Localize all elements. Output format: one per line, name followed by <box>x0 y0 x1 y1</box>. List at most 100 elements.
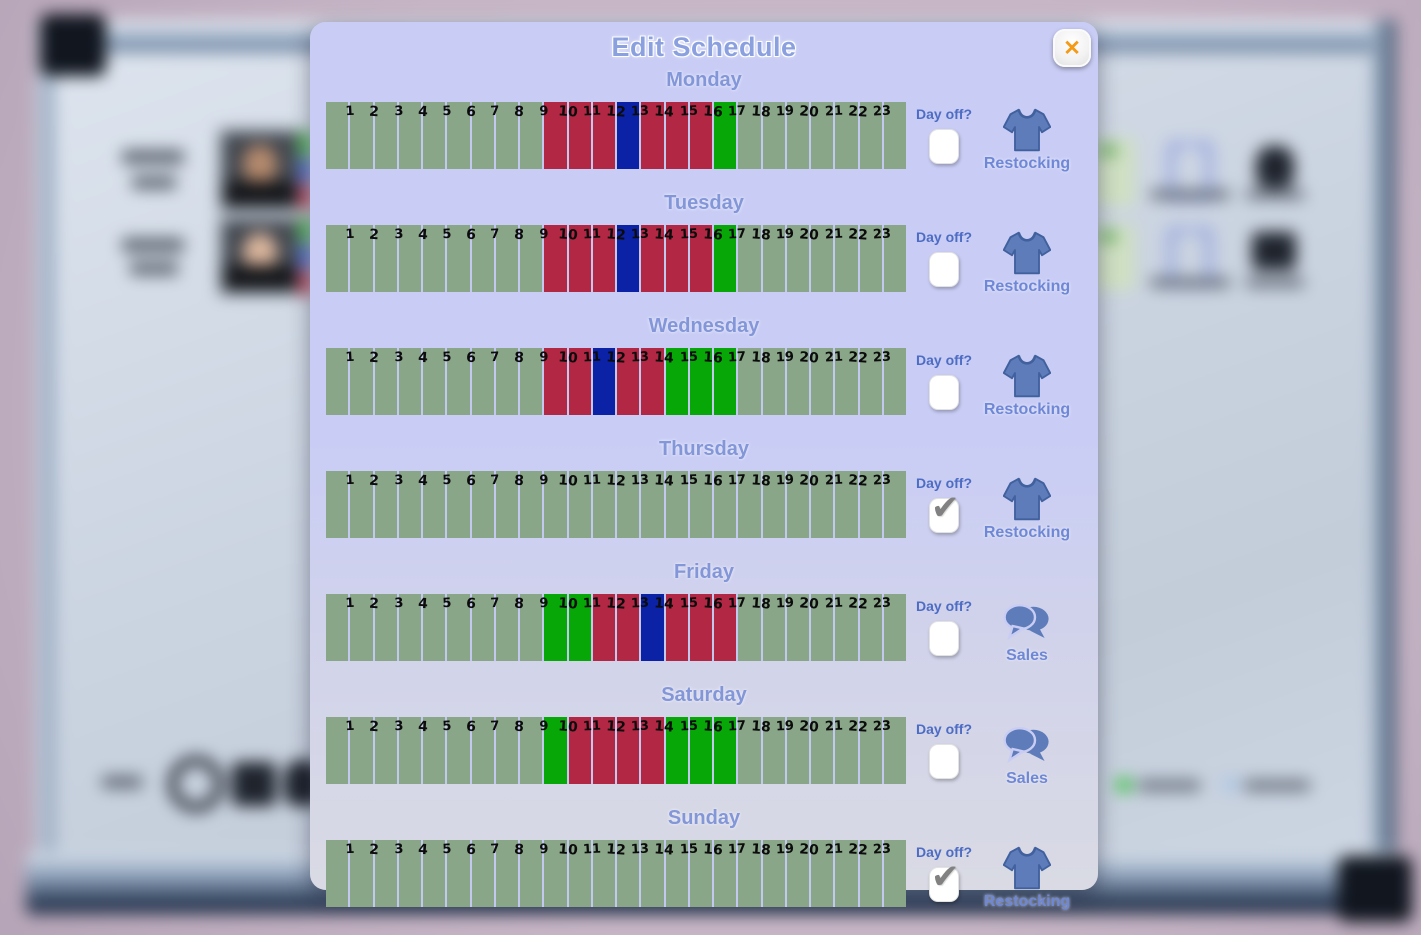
hour-segment[interactable] <box>423 348 446 415</box>
hour-segment[interactable] <box>568 717 591 784</box>
hour-segment[interactable] <box>398 225 421 292</box>
hour-segment[interactable] <box>835 471 858 538</box>
hour-segment[interactable] <box>471 471 494 538</box>
hour-segment[interactable] <box>883 102 906 169</box>
hour-segment[interactable] <box>423 102 446 169</box>
hour-segment[interactable] <box>714 594 737 661</box>
hour-segment[interactable] <box>835 840 858 907</box>
hour-segment[interactable] <box>374 840 397 907</box>
hour-segment[interactable] <box>592 717 615 784</box>
tshirt-icon[interactable] <box>1003 845 1051 891</box>
hour-segment[interactable] <box>374 102 397 169</box>
hour-segment[interactable] <box>520 225 543 292</box>
hour-segment[interactable] <box>544 225 567 292</box>
hour-segment[interactable] <box>665 348 688 415</box>
hour-segment[interactable] <box>641 717 664 784</box>
hour-segment[interactable] <box>568 840 591 907</box>
hour-segment[interactable] <box>520 594 543 661</box>
hour-segment[interactable] <box>495 102 518 169</box>
hour-segment[interactable] <box>786 717 809 784</box>
hour-segment[interactable] <box>738 471 761 538</box>
hour-segment[interactable] <box>350 102 373 169</box>
hour-segment[interactable] <box>495 471 518 538</box>
hour-segment[interactable] <box>326 102 349 169</box>
hour-segment[interactable] <box>859 471 882 538</box>
hour-segment[interactable] <box>326 840 349 907</box>
hour-segment[interactable] <box>617 840 640 907</box>
hour-segment[interactable] <box>714 225 737 292</box>
hour-segment[interactable] <box>641 102 664 169</box>
day-off-checkbox[interactable]: ✔ <box>929 621 959 656</box>
hour-segment[interactable] <box>762 225 785 292</box>
hour-segment[interactable] <box>762 348 785 415</box>
hour-segment[interactable] <box>398 717 421 784</box>
hour-segment[interactable] <box>544 348 567 415</box>
hour-segment[interactable] <box>835 102 858 169</box>
day-off-checkbox[interactable]: ✔ <box>929 375 959 410</box>
tshirt-icon[interactable] <box>1003 353 1051 399</box>
hour-segment[interactable] <box>398 471 421 538</box>
hour-segment[interactable] <box>568 594 591 661</box>
hour-segment[interactable] <box>689 594 712 661</box>
hour-segment[interactable] <box>592 840 615 907</box>
hour-segment[interactable] <box>326 348 349 415</box>
hour-segment[interactable] <box>592 594 615 661</box>
hour-segment[interactable] <box>689 471 712 538</box>
hour-segment[interactable] <box>447 594 470 661</box>
hour-segment[interactable] <box>447 225 470 292</box>
hour-segment[interactable] <box>665 102 688 169</box>
day-off-checkbox[interactable]: ✔ <box>929 489 960 533</box>
hour-segment[interactable] <box>786 840 809 907</box>
hour-segment[interactable] <box>350 717 373 784</box>
hour-segment[interactable] <box>689 840 712 907</box>
hour-segment[interactable] <box>495 225 518 292</box>
hour-segment[interactable] <box>544 717 567 784</box>
hour-segment[interactable] <box>471 102 494 169</box>
hour-segment[interactable] <box>689 225 712 292</box>
hour-segment[interactable] <box>811 840 834 907</box>
hour-segment[interactable] <box>447 840 470 907</box>
hour-segment[interactable] <box>859 717 882 784</box>
hour-segment[interactable] <box>447 471 470 538</box>
hour-segment[interactable] <box>859 594 882 661</box>
hour-segment[interactable] <box>592 348 615 415</box>
day-off-checkbox[interactable]: ✔ <box>929 744 959 779</box>
close-button[interactable]: ✕ <box>1053 29 1091 67</box>
hour-segment[interactable] <box>326 225 349 292</box>
hour-segment[interactable] <box>374 225 397 292</box>
tshirt-icon[interactable] <box>1003 230 1051 276</box>
hour-segment[interactable] <box>738 717 761 784</box>
hour-segment[interactable] <box>495 717 518 784</box>
hour-segment[interactable] <box>398 348 421 415</box>
hour-segment[interactable] <box>738 348 761 415</box>
hour-segment[interactable] <box>883 840 906 907</box>
hour-segment[interactable] <box>471 348 494 415</box>
hour-segment[interactable] <box>786 594 809 661</box>
hour-segment[interactable] <box>326 717 349 784</box>
hour-segment[interactable] <box>641 348 664 415</box>
hour-segment[interactable] <box>714 471 737 538</box>
hour-segment[interactable] <box>883 471 906 538</box>
hour-segment[interactable] <box>811 348 834 415</box>
hour-segment[interactable] <box>617 225 640 292</box>
hour-segment[interactable] <box>641 225 664 292</box>
hour-segment[interactable] <box>835 594 858 661</box>
tshirt-icon[interactable] <box>1003 476 1051 522</box>
hour-segment[interactable] <box>762 840 785 907</box>
hour-segment[interactable] <box>859 102 882 169</box>
hour-segment[interactable] <box>665 471 688 538</box>
hour-segment[interactable] <box>350 594 373 661</box>
hour-segment[interactable] <box>544 840 567 907</box>
day-off-checkbox[interactable]: ✔ <box>929 252 959 287</box>
hour-segment[interactable] <box>714 840 737 907</box>
hour-segment[interactable] <box>617 594 640 661</box>
hour-segment[interactable] <box>423 840 446 907</box>
hour-segment[interactable] <box>544 594 567 661</box>
hour-segment[interactable] <box>520 840 543 907</box>
hour-segment[interactable] <box>423 594 446 661</box>
hour-segment[interactable] <box>592 102 615 169</box>
hour-segment[interactable] <box>786 225 809 292</box>
hour-segment[interactable] <box>568 102 591 169</box>
hour-segment[interactable] <box>471 225 494 292</box>
hour-segment[interactable] <box>617 717 640 784</box>
